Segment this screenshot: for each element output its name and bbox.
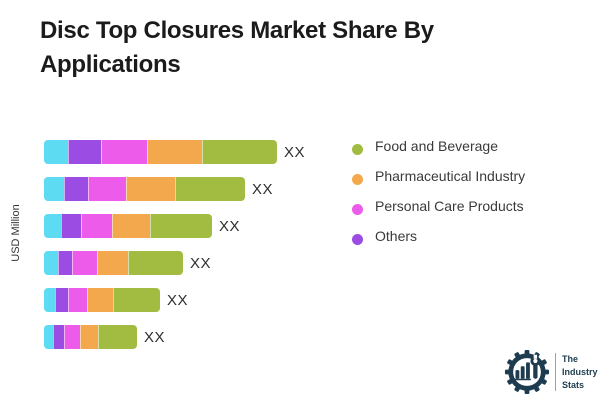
logo-text-line: The (562, 353, 579, 364)
bar-segment-others[interactable] (61, 214, 81, 238)
bar-segment[interactable] (44, 251, 58, 275)
bar-plot: XX XX XX XX XX XX (44, 140, 305, 362)
legend-label: Personal Care Products (375, 198, 524, 214)
bar-row: XX (44, 288, 305, 312)
bar-segment[interactable] (44, 140, 68, 164)
bar-segment-personal-care-products[interactable] (88, 177, 126, 201)
bar-segment-personal-care-products[interactable] (72, 251, 97, 275)
stacked-bar[interactable] (44, 140, 277, 164)
bar-segment-personal-care-products[interactable] (68, 288, 87, 312)
bar-segment-food-and-beverage[interactable] (202, 140, 277, 164)
bar-value-label: XX (190, 254, 212, 272)
bar-segment-others[interactable] (64, 177, 88, 201)
bar-segment-others[interactable] (68, 140, 101, 164)
bar-segment-pharmaceutical-industry[interactable] (87, 288, 113, 312)
logo-text: The Industry Stats (562, 353, 598, 392)
legend-label: Others (375, 228, 418, 244)
bar-segment-pharmaceutical-industry[interactable] (112, 214, 150, 238)
bar-row: XX (44, 177, 305, 201)
bar-value-label: XX (219, 217, 241, 235)
bar-row: XX (44, 251, 305, 275)
legend-label: Food and Beverage (375, 138, 498, 154)
legend-item-pharmaceutical-industry[interactable]: Pharmaceutical Industry (352, 161, 525, 191)
bar-value-label: XX (284, 143, 306, 161)
legend-dot (352, 173, 363, 185)
bar-segment-food-and-beverage[interactable] (128, 251, 183, 275)
legend-item-personal-care-products[interactable]: Personal Care Products (352, 191, 525, 221)
y-axis-label: USD Million (10, 204, 22, 262)
legend: Food and Beverage Pharmaceutical Industry… (352, 131, 525, 251)
bar-segment[interactable] (44, 177, 64, 201)
stacked-bar[interactable] (44, 214, 212, 238)
bar-segment-personal-care-products[interactable] (101, 140, 147, 164)
legend-label: Pharmaceutical Industry (375, 168, 526, 184)
logo-text-line: Stats (562, 379, 585, 390)
bar-row: XX (44, 214, 305, 238)
chart-title: Disc Top Closures Market Share By Applic… (40, 17, 434, 78)
bar-segment-pharmaceutical-industry[interactable] (80, 325, 98, 349)
bar-segment-others[interactable] (58, 251, 72, 275)
bar-segment-food-and-beverage[interactable] (150, 214, 212, 238)
bar-segment-personal-care-products[interactable] (64, 325, 80, 349)
bar-value-label: XX (167, 291, 189, 309)
bar-segment[interactable] (44, 325, 53, 349)
legend-item-food-and-beverage[interactable]: Food and Beverage (352, 131, 525, 161)
bar-segment-others[interactable] (55, 288, 68, 312)
bar-value-label: XX (252, 180, 274, 198)
brand-logo[interactable]: The Industry Stats (504, 349, 598, 395)
bar-segment-food-and-beverage[interactable] (98, 325, 137, 349)
stacked-bar[interactable] (44, 251, 183, 275)
bar-segment-others[interactable] (53, 325, 64, 349)
gear-wrench-logo-icon (504, 349, 550, 395)
legend-dot (352, 143, 363, 155)
legend-item-others[interactable]: Others (352, 221, 525, 251)
bar-row: XX (44, 325, 305, 349)
bar-segment-food-and-beverage[interactable] (113, 288, 160, 312)
stacked-bar[interactable] (44, 288, 160, 312)
bar-segment-pharmaceutical-industry[interactable] (97, 251, 128, 275)
bar-segment-personal-care-products[interactable] (81, 214, 112, 238)
bar-segment-pharmaceutical-industry[interactable] (147, 140, 202, 164)
legend-dot (352, 233, 363, 245)
stacked-bar[interactable] (44, 325, 137, 349)
bar-row: XX (44, 140, 305, 164)
logo-text-line: Industry (562, 366, 598, 377)
bar-segment[interactable] (44, 288, 55, 312)
bar-segment-pharmaceutical-industry[interactable] (126, 177, 175, 201)
logo-divider (555, 353, 556, 391)
bar-segment[interactable] (44, 214, 61, 238)
bar-value-label: XX (144, 328, 166, 346)
stacked-bar[interactable] (44, 177, 245, 201)
legend-dot (352, 203, 363, 215)
bar-segment-food-and-beverage[interactable] (175, 177, 245, 201)
